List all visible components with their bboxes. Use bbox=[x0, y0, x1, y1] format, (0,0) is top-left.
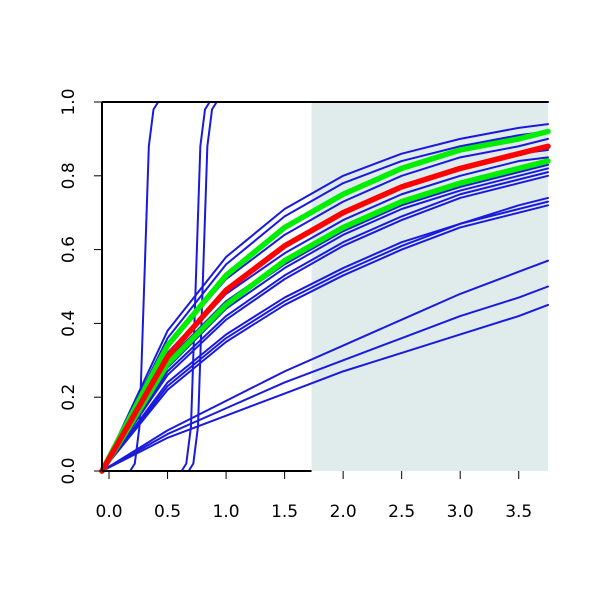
series-line-10 bbox=[101, 174, 549, 472]
x-tick-label: 2.5 bbox=[388, 502, 415, 522]
series-line-21 bbox=[99, 158, 551, 474]
y-tick-label: 0.2 bbox=[59, 384, 79, 411]
series-line-20 bbox=[99, 128, 551, 474]
x-axis: 0.0 0.5 1.0 1.5 2.0 2.5 3.0 3.5 bbox=[96, 471, 532, 522]
x-tick-label: 0.5 bbox=[154, 502, 181, 522]
series-line-14 bbox=[101, 259, 549, 472]
x-tick-label: 0.0 bbox=[96, 502, 123, 522]
y-axis: 0.0 0.2 0.4 0.6 0.8 1.0 bbox=[59, 88, 102, 485]
y-tick-label: 0.4 bbox=[59, 310, 79, 337]
y-tick-label: 1.0 bbox=[59, 88, 79, 115]
x-tick-label: 2.0 bbox=[330, 502, 357, 522]
x-tick-label: 1.5 bbox=[271, 502, 298, 522]
series-line-11 bbox=[101, 196, 549, 472]
series-line-9 bbox=[101, 171, 549, 472]
series-line-2 bbox=[101, 130, 549, 472]
series-line-13 bbox=[101, 204, 549, 472]
series-line-12 bbox=[101, 200, 549, 472]
series-line-16 bbox=[101, 303, 549, 472]
axes-layer bbox=[101, 101, 548, 472]
x-tick-label: 3.0 bbox=[447, 502, 474, 522]
series-line-22 bbox=[99, 143, 551, 474]
series-line-15 bbox=[101, 285, 549, 472]
y-tick-label: 0.0 bbox=[59, 457, 79, 484]
x-tick-label: 1.0 bbox=[213, 502, 240, 522]
y-tick-label: 0.8 bbox=[59, 162, 79, 189]
series-line-1 bbox=[101, 123, 549, 472]
y-tick-label: 0.6 bbox=[59, 236, 79, 263]
x-tick-label: 3.5 bbox=[505, 502, 532, 522]
